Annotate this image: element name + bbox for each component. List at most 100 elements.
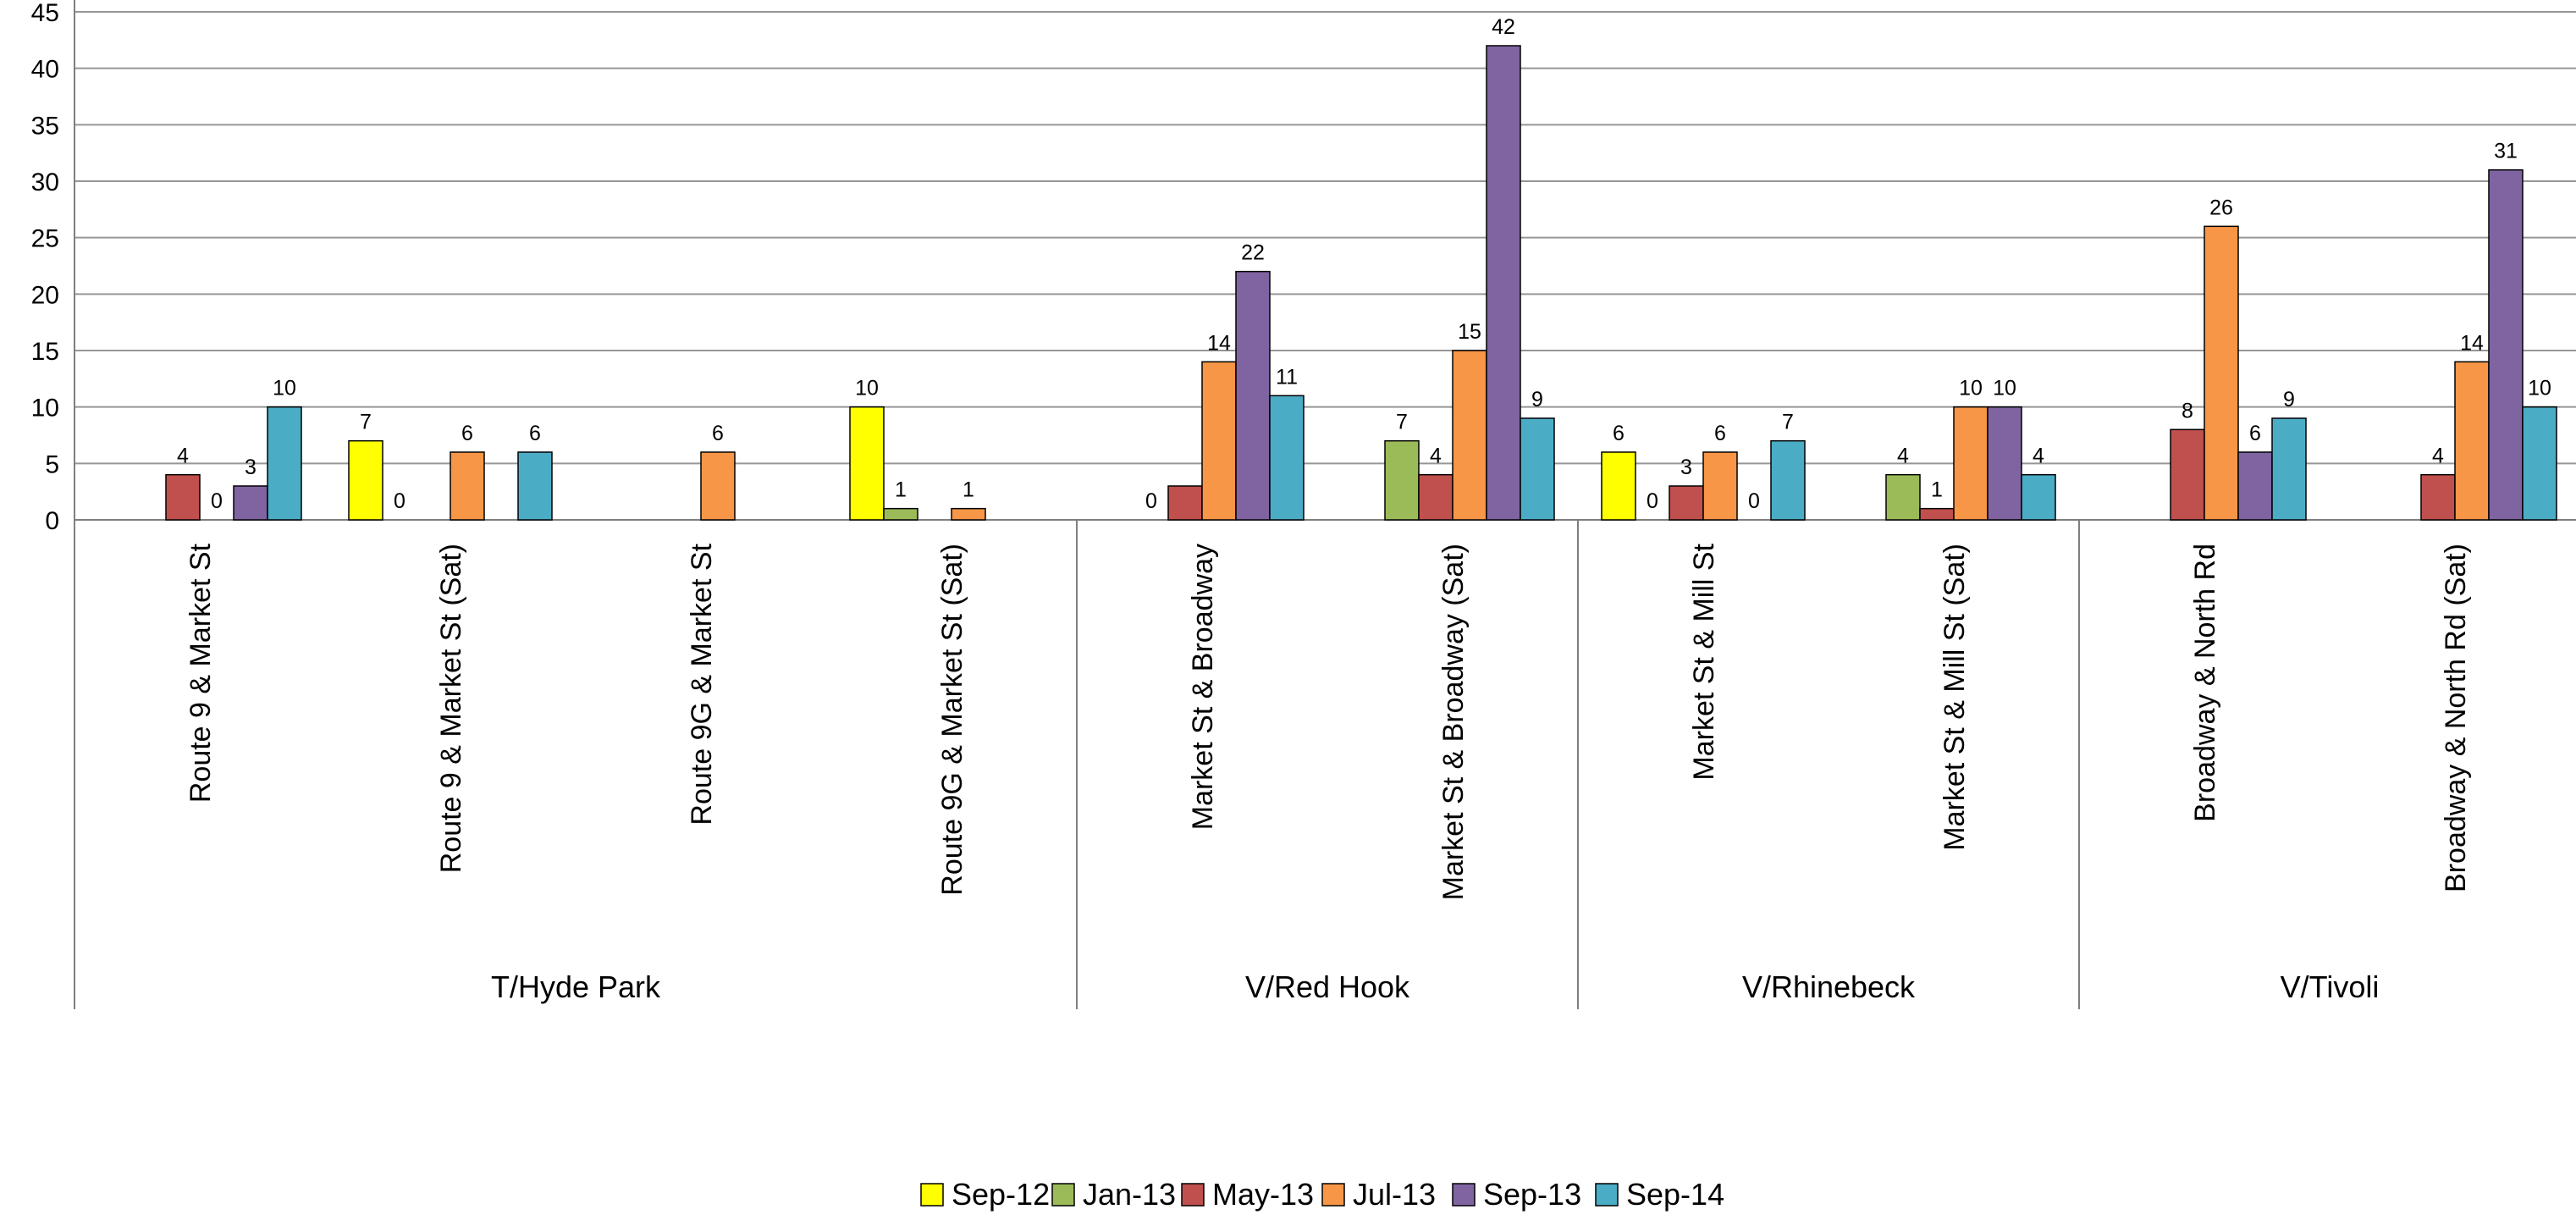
bar-may-13 xyxy=(1919,507,1955,521)
bar-sep-14 xyxy=(2522,406,2557,521)
data-label: 1 xyxy=(895,478,907,502)
bar-may-13 xyxy=(1167,485,1203,521)
bar-jul-13 xyxy=(1452,350,1487,521)
x-axis-category-labels: Route 9 & Market St Route 9 & Market St (… xyxy=(185,543,2472,900)
bar-sep-13 xyxy=(1235,270,1271,521)
data-label: 6 xyxy=(2249,422,2261,445)
bar-may-13 xyxy=(165,473,201,521)
bar-sep-13 xyxy=(1486,45,1521,521)
data-label: 0 xyxy=(394,489,405,513)
data-label: 6 xyxy=(529,422,541,445)
y-tick-label: 25 xyxy=(31,225,59,253)
bar-sep-14 xyxy=(1770,439,1806,521)
category-label: Route 9G & Market St (Sat) xyxy=(936,544,968,896)
data-label: 1 xyxy=(963,478,974,502)
legend-label: Sep-13 xyxy=(1483,1177,1581,1212)
data-label: 10 xyxy=(1959,377,1983,400)
bar-sep-14 xyxy=(1520,417,1555,521)
bar-sep-13 xyxy=(2237,451,2273,521)
legend-label: Sep-14 xyxy=(1626,1177,1724,1212)
bar-may-13 xyxy=(1418,473,1453,521)
bar-jul-13 xyxy=(700,451,736,521)
legend-label: Jan-13 xyxy=(1083,1177,1176,1212)
data-label: 14 xyxy=(1207,331,1231,355)
data-label: 0 xyxy=(1145,489,1157,513)
legend-swatch xyxy=(1051,1183,1075,1207)
data-label: 9 xyxy=(2283,388,2295,411)
data-label: 4 xyxy=(177,445,189,468)
y-tick-label: 30 xyxy=(31,168,59,196)
category-label: Broadway & North Rd (Sat) xyxy=(2440,544,2472,892)
category-label: Market St & Mill St (Sat) xyxy=(1939,544,1971,851)
data-label: 26 xyxy=(2209,196,2233,219)
group-label: V/Rhinebeck xyxy=(1742,969,1916,1004)
bar-sep-12 xyxy=(1601,451,1636,521)
legend-swatch xyxy=(1452,1183,1476,1207)
data-label: 14 xyxy=(2460,331,2484,355)
data-label: 4 xyxy=(1430,445,1442,468)
data-label: 22 xyxy=(1241,241,1265,265)
legend-label: Jul-13 xyxy=(1353,1177,1436,1212)
legend-label: Sep-12 xyxy=(952,1177,1050,1212)
data-label: 1 xyxy=(1931,478,1943,502)
data-label: 0 xyxy=(1647,489,1658,513)
legend-swatch xyxy=(1181,1183,1205,1207)
group-label: T/Hyde Park xyxy=(491,969,661,1004)
data-label: 10 xyxy=(855,377,879,400)
bar-jul-13 xyxy=(2454,361,2490,521)
y-tick-label: 10 xyxy=(31,395,59,422)
bar-jul-13 xyxy=(1201,361,1237,521)
y-tick-label: 20 xyxy=(31,281,59,309)
data-label: 9 xyxy=(1531,388,1543,411)
data-label: 6 xyxy=(461,422,473,445)
bar-jul-13 xyxy=(1953,406,1989,521)
data-label: 7 xyxy=(1396,411,1408,434)
bar-jan-13 xyxy=(883,507,918,521)
data-label: 0 xyxy=(1748,489,1760,513)
bar-sep-13 xyxy=(1987,406,2022,521)
y-tick-label: 40 xyxy=(31,56,59,84)
y-tick-label: 5 xyxy=(45,450,59,478)
bar-may-13 xyxy=(2420,473,2456,521)
axes xyxy=(74,0,2080,1009)
bar-sep-14 xyxy=(2021,473,2056,521)
category-label: Route 9 & Market St (Sat) xyxy=(435,544,467,873)
data-label: 11 xyxy=(1276,365,1298,389)
data-label: 4 xyxy=(2432,445,2444,468)
bar-may-13 xyxy=(2170,428,2205,521)
data-label: 31 xyxy=(2494,140,2518,163)
bar-sep-12 xyxy=(348,439,383,521)
data-label: 3 xyxy=(1680,456,1692,479)
bar-jan-13 xyxy=(1885,473,1921,521)
bar-jul-13 xyxy=(2204,225,2239,521)
category-label: Route 9 & Market St xyxy=(185,543,217,803)
y-tick-label: 15 xyxy=(31,338,59,366)
data-label: 42 xyxy=(1492,15,1515,39)
bar-sep-13 xyxy=(233,485,268,521)
bar-sep-14 xyxy=(1269,395,1305,521)
data-label: 7 xyxy=(1782,411,1794,434)
bar-jan-13 xyxy=(1384,439,1420,521)
data-label: 6 xyxy=(1613,422,1624,445)
bar-sep-13 xyxy=(2488,168,2524,521)
y-tick-label: 45 xyxy=(31,0,59,27)
bar-may-13 xyxy=(1669,485,1704,521)
legend-swatch xyxy=(1321,1183,1345,1207)
group-label: V/Tivoli xyxy=(2281,969,2380,1004)
bar-sep-14 xyxy=(267,406,302,521)
bars xyxy=(165,45,2557,521)
data-label: 10 xyxy=(273,377,296,400)
gridlines xyxy=(74,11,2576,521)
data-label: 0 xyxy=(211,489,223,513)
x-axis-group-labels: T/Hyde Park V/Red Hook V/Rhinebeck V/Tivoli xyxy=(491,969,2379,1004)
y-tick-label: 35 xyxy=(31,112,59,140)
y-axis-tick-labels: 0 5 10 15 20 25 30 35 40 45 xyxy=(31,0,59,535)
data-label: 15 xyxy=(1458,320,1481,344)
data-label: 10 xyxy=(2528,377,2551,400)
data-label: 3 xyxy=(245,456,256,479)
data-label: 4 xyxy=(2033,445,2044,468)
legend: Sep-12 Jan-13 May-13 Jul-13 Sep-13 Sep-14 xyxy=(920,1177,1724,1212)
y-tick-label: 0 xyxy=(45,507,59,535)
